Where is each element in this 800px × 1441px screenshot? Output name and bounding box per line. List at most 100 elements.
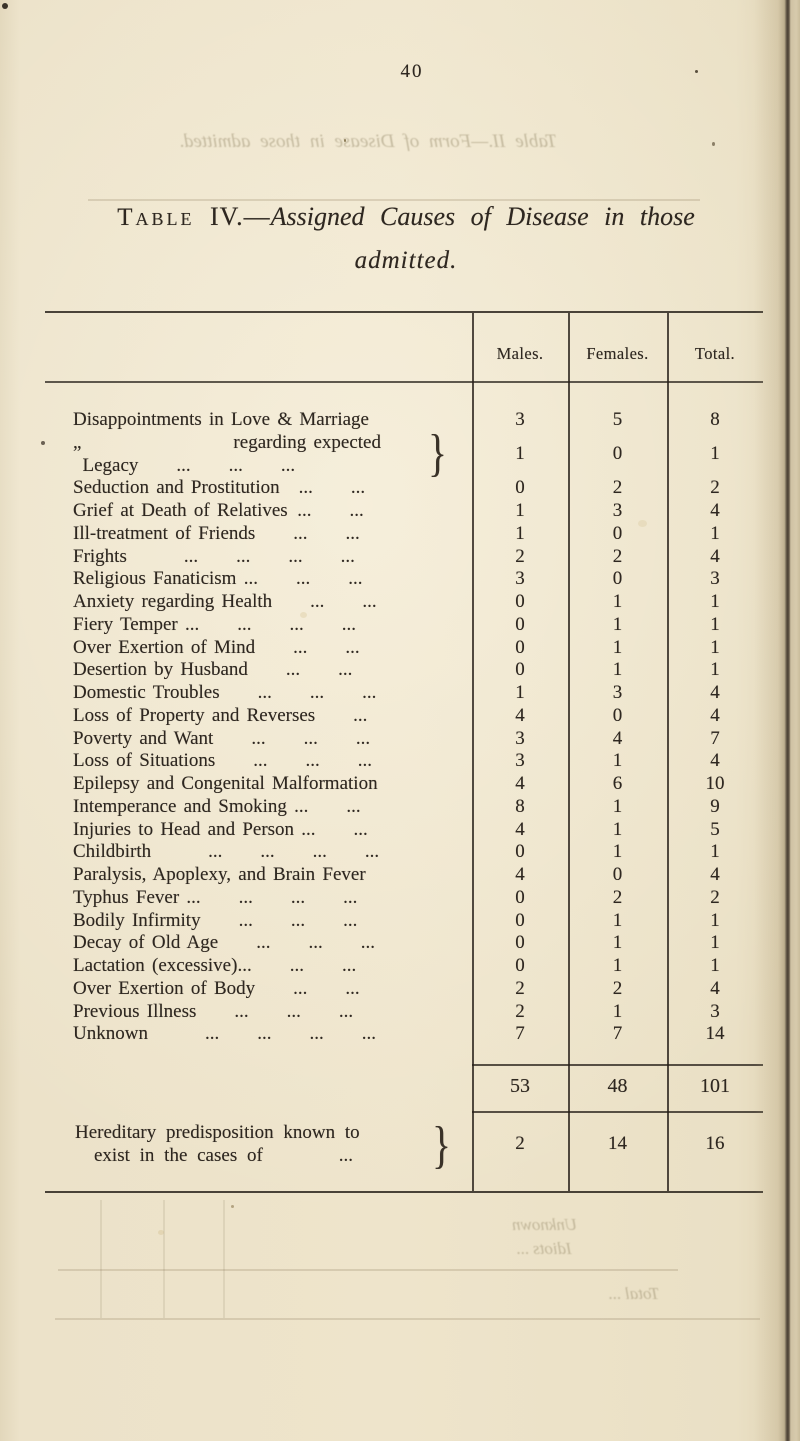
totals-row: 53 48 101 [472,1074,763,1098]
cause-label: Fiery Temper ... ... ... ... [73,613,357,635]
males-value: 0 [515,932,525,954]
total-value: 1 [710,909,720,931]
males-value: 1 [515,522,525,544]
cause-label: Childbirth ... ... ... ... [73,841,380,863]
males-value: 0 [515,591,525,612]
caption-italic-text: Assigned Causes of Disease in those [270,202,695,231]
bleedthrough-row-idiots: Idiots ... [516,1239,572,1258]
females-value: 0 [612,443,623,465]
table-row: Seduction and Prostitution ... ... 0 2 2 [45,477,763,500]
females-value: 1 [612,659,623,681]
cause-label: Injuries to Head and Person ... ... [73,818,368,840]
cause-label: Grief at Death of Relatives ... ... [73,500,364,521]
bleedthrough-line [88,199,700,201]
table-row: Typhus Fever ... ... ... ... 0 2 2 [45,887,763,910]
females-value: 1 [612,636,623,658]
total-value: 4 [710,500,720,521]
total-value: 1 [710,932,720,954]
scan-speck [41,441,45,445]
total-value: 1 [710,591,720,612]
females-value: 1 [612,795,623,817]
cause-label: „ regarding expected Legacy ... ... ...} [73,424,447,482]
total-value: 10 [705,773,725,794]
cause-label: Over Exertion of Mind ... ... [73,636,360,658]
cause-label: Desertion by Husband ... ... [73,659,353,681]
total-value: 1 [710,955,720,976]
hereditary-brace: } [432,1117,451,1174]
females-value: 5 [612,409,623,430]
table-row: Over Exertion of Body ... ... 2 2 4 [45,978,763,1001]
females-value: 1 [612,613,623,635]
table-row: Loss of Situations ... ... ... 3 1 4 [45,750,763,773]
table-row: Intemperance and Smoking ... ... 8 1 9 [45,796,763,819]
table-row: Injuries to Head and Person ... ... 4 1 … [45,819,763,842]
males-value: 0 [515,955,525,976]
females-value: 6 [612,773,623,794]
table-row: Anxiety regarding Health ... ... 0 1 1 [45,591,763,614]
caption-word-table: Table [117,204,195,231]
bleedthrough-row-total: Total ... [608,1284,660,1303]
table-row: Childbirth ... ... ... ... 0 1 1 [45,841,763,864]
cause-label: Frights ... ... ... ... [73,545,355,567]
cause-label: Typhus Fever ... ... ... ... [73,886,358,908]
totals-females: 48 [607,1075,628,1097]
cause-label: Decay of Old Age ... ... ... [73,932,375,954]
totals-males: 53 [510,1075,530,1097]
total-value: 2 [710,477,720,499]
cause-label: Poverty and Want ... ... ... [73,727,371,749]
column-header-males: Males. [496,344,544,363]
hereditary-label-line1: Hereditary predisposition known to [75,1122,360,1143]
scan-speck [712,142,715,146]
males-value: 0 [515,909,525,931]
females-value: 3 [612,500,623,521]
foxing-spot [158,1230,164,1235]
cause-label: Loss of Property and Reverses ... [73,704,368,726]
cause-label: Disappointments in Love & Marriage [73,409,369,430]
cause-label: Seduction and Prostitution ... ... [73,477,366,499]
table-row: Over Exertion of Mind ... ... 0 1 1 [45,637,763,660]
cause-label: Intemperance and Smoking ... ... [73,795,361,817]
females-value: 0 [612,568,623,590]
males-value: 1 [515,682,525,703]
totals-rule-below [472,1111,763,1113]
table-top-border [45,311,763,313]
table-row: Religious Fanaticism ... ... ... 3 0 3 [45,568,763,591]
table-row: Grief at Death of Relatives ... ... 1 3 … [45,500,763,523]
table-row: Desertion by Husband ... ... 0 1 1 [45,659,763,682]
males-value: 1 [515,500,525,521]
total-value: 1 [710,841,720,863]
total-value: 4 [710,704,720,726]
total-value: 4 [710,750,720,772]
females-value: 3 [612,682,623,703]
males-value: 3 [515,727,525,749]
bleedthrough-vline-2 [163,1200,165,1318]
table-row: Epilepsy and Congenital Malformation 4 6… [45,773,763,796]
table-row: Domestic Troubles ... ... ... 1 3 4 [45,682,763,705]
table-row: Disappointments in Love & Marriage 3 5 8 [45,409,763,432]
table-rows: Disappointments in Love & Marriage 3 5 8… [45,409,763,1046]
total-value: 1 [710,659,720,681]
total-value: 1 [710,522,720,544]
assigned-causes-table: Males. Females. Total. Disappointments i… [45,311,763,1193]
table-row: „ regarding expected Legacy ... ... ...}… [45,424,763,482]
females-value: 0 [612,704,623,726]
table-caption: Table IV.—Assigned Causes of Disease in … [0,202,800,232]
cause-label: Bodily Infirmity ... ... ... [73,909,358,931]
females-value: 4 [612,727,623,749]
total-value: 3 [710,1000,720,1022]
total-value: 5 [710,818,720,840]
females-value: 1 [612,1000,623,1022]
females-value: 1 [612,955,623,976]
hereditary-males: 2 [515,1132,525,1154]
caption-numeral: IV.— [210,202,271,231]
total-value: 1 [710,443,720,465]
total-value: 1 [710,613,720,635]
table-bottom-border [45,1191,763,1193]
females-value: 1 [612,591,623,612]
females-value: 0 [612,864,623,885]
table-row: Fiery Temper ... ... ... ... 0 1 1 [45,614,763,637]
males-value: 0 [515,841,525,863]
males-value: 2 [515,977,525,999]
bleedthrough-line-3 [55,1318,760,1320]
